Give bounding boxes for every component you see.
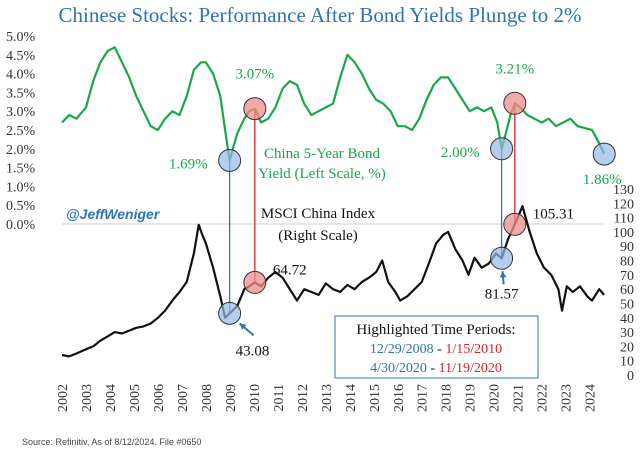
period-markers (218, 91, 616, 325)
series-labels: China 5-Year Bond Yield (Left Scale, %) … (66, 146, 386, 244)
x-tick-label: 2005 (128, 384, 143, 412)
x-tick-label: 2014 (344, 384, 359, 412)
right-tick-label: 40 (620, 312, 634, 327)
left-tick-label: 2.0% (6, 143, 36, 158)
left-tick-label: 5.0% (6, 30, 36, 45)
period-marker (503, 91, 527, 115)
value-annotation: 1.86% (583, 172, 622, 188)
right-tick-label: 80 (620, 255, 634, 270)
index-label-line1: MSCI China Index (261, 206, 376, 222)
x-tick-label: 2007 (176, 384, 191, 412)
x-tick-label: 2002 (56, 384, 71, 412)
period-1-sep: - (434, 342, 446, 357)
x-tick-label: 2010 (248, 384, 263, 412)
legend-period-2: 4/30/2020 - 11/19/2020 (370, 361, 502, 376)
right-tick-label: 120 (613, 197, 634, 212)
x-tick-label: 2017 (416, 384, 431, 412)
yield-label-line2: Yield (Left Scale, %) (258, 166, 385, 182)
left-tick-label: 2.5% (6, 124, 36, 139)
x-tick-label: 2019 (464, 384, 479, 412)
period-marker (592, 142, 616, 166)
x-tick-label: 2020 (488, 384, 503, 412)
value-annotation: 2.00% (441, 145, 480, 161)
right-tick-label: 100 (613, 226, 634, 241)
x-tick-label: 2022 (536, 384, 551, 412)
x-tick-label: 2011 (272, 384, 287, 411)
right-tick-label: 10 (620, 355, 634, 370)
right-tick-label: 130 (613, 183, 634, 198)
right-tick-label: 20 (620, 340, 634, 355)
period-2-end: 11/19/2020 (439, 361, 502, 376)
value-annotation: 3.07% (235, 67, 274, 83)
left-tick-label: 4.0% (6, 68, 36, 83)
x-tick-label: 2006 (152, 384, 167, 412)
period-1-end: 1/15/2010 (445, 342, 502, 357)
right-tick-label: 90 (620, 240, 634, 255)
period-2-start: 4/30/2020 (370, 361, 427, 376)
source-note: Source: Refinitiv, As of 8/12/2024. File… (22, 437, 202, 447)
x-tick-label: 2009 (224, 384, 239, 412)
x-tick-label: 2012 (296, 384, 311, 412)
right-tick-label: 70 (620, 269, 634, 284)
annotation-arrowhead (239, 323, 247, 330)
annotation-arrows (238, 271, 507, 337)
left-tick-label: 0.0% (6, 218, 36, 233)
x-tick-label: 2004 (104, 384, 119, 412)
chart-title: Chinese Stocks: Performance After Bond Y… (58, 3, 582, 27)
left-tick-label: 0.5% (6, 199, 36, 214)
period-marker (490, 137, 514, 161)
x-tick-label: 2024 (584, 384, 599, 412)
x-tick-label: 2021 (512, 384, 527, 412)
legend-box-frame (334, 315, 539, 379)
period-marker (490, 246, 514, 270)
period-marker (218, 301, 242, 325)
right-tick-label: 60 (620, 283, 634, 298)
value-annotation: 1.69% (169, 156, 208, 172)
highlight-legend-box: Highlighted Time Periods: 12/29/2008 - 1… (334, 315, 539, 379)
x-tick-label: 2003 (80, 384, 95, 412)
left-tick-label: 1.0% (6, 180, 36, 195)
x-tick-label: 2008 (200, 384, 215, 412)
annotation-arrowhead (499, 271, 507, 278)
value-annotation: 43.08 (236, 343, 270, 359)
x-tick-label: 2015 (368, 384, 383, 412)
x-tick-label: 2023 (560, 384, 575, 412)
period-marker (218, 148, 242, 172)
left-axis-ticks: 0.0% 0.5% 1.0% 1.5% 2.0% 2.5% 3.0% 3.5% 4.0% 4.5%… (6, 30, 36, 233)
left-tick-label: 3.0% (6, 105, 36, 120)
x-tick-label: 2013 (320, 384, 335, 412)
value-annotation: 105.31 (533, 206, 574, 222)
value-annotation: 81.57 (485, 286, 519, 302)
period-marker (503, 212, 527, 236)
x-tick-label: 2016 (392, 384, 407, 412)
right-tick-label: 30 (620, 326, 634, 341)
period-marker (243, 270, 267, 294)
period-connector-lines (228, 103, 516, 314)
value-annotations: 1.69% 3.07% 2.00% 3.21% 1.86% 43.08 64.72 81.57… (169, 61, 622, 359)
right-tick-label: 50 (620, 297, 634, 312)
right-tick-label: 0 (627, 369, 634, 384)
author-handle: @JeffWeniger (66, 206, 161, 222)
index-series-line (61, 205, 606, 358)
yield-label-line1: China 5-Year Bond (264, 146, 380, 162)
left-tick-label: 3.5% (6, 86, 36, 101)
left-tick-label: 4.5% (6, 49, 36, 64)
value-annotation: 64.72 (273, 262, 307, 278)
period-marker (243, 97, 267, 121)
series-lines (61, 46, 606, 358)
left-tick-label: 1.5% (6, 162, 36, 177)
period-2-sep: - (427, 361, 439, 376)
legend-box-title: Highlighted Time Periods: (356, 322, 515, 338)
x-axis-ticks: 2002 2003 2004 2005 2006 2007 2008 2009 2010 2011… (56, 384, 599, 412)
right-tick-label: 110 (614, 212, 634, 227)
legend-period-1: 12/29/2008 - 1/15/2010 (370, 342, 502, 357)
x-tick-label: 2018 (440, 384, 455, 412)
value-annotation: 3.21% (495, 61, 534, 77)
index-label-line2: (Right Scale) (278, 228, 358, 244)
period-1-start: 12/29/2008 (370, 342, 434, 357)
